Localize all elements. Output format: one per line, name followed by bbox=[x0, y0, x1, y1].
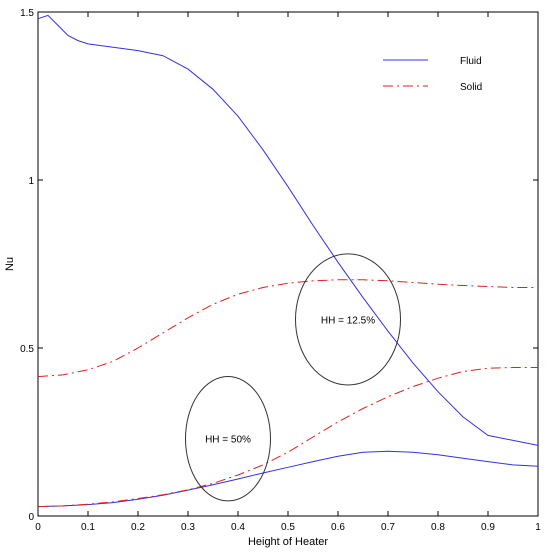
x-tick-label: 0.7 bbox=[381, 522, 395, 533]
legend: Fluid Solid bbox=[383, 56, 482, 93]
legend-label-fluid: Fluid bbox=[460, 56, 482, 67]
y-axis-label: Nu bbox=[4, 257, 16, 271]
x-tick-label: 0.5 bbox=[281, 522, 295, 533]
x-tick-label: 0.3 bbox=[181, 522, 195, 533]
x-tick-label: 0.8 bbox=[431, 522, 445, 533]
y-axis-ticks: 0 0.5 1 1.5 bbox=[20, 8, 538, 523]
x-axis-ticks: 0 0.1 0.2 0.3 0.4 0.5 0.6 0.7 0.8 0.9 1 bbox=[35, 12, 541, 533]
plot-area bbox=[37, 11, 539, 517]
series-line-fluid-hh-12-5 bbox=[37, 14, 539, 446]
y-tick-label: 0.5 bbox=[20, 344, 34, 355]
x-tick-label: 0.2 bbox=[131, 522, 145, 533]
series-line-solid-hh-50 bbox=[37, 367, 538, 508]
y-tick-label: 1.5 bbox=[20, 8, 34, 19]
x-tick-label: 0.6 bbox=[331, 522, 345, 533]
y-tick-label: 0 bbox=[28, 512, 34, 523]
x-tick-label: 0 bbox=[35, 522, 41, 533]
x-axis-label: Height of Heater bbox=[248, 536, 328, 548]
y-tick-label: 1 bbox=[28, 176, 34, 187]
x-tick-label: 0.4 bbox=[231, 522, 245, 533]
annotation-label: HH = 12.5% bbox=[321, 315, 375, 326]
annotation-ellipse bbox=[295, 253, 401, 386]
series-line-fluid-hh-50 bbox=[37, 450, 539, 508]
annotation-layer: HH = 12.5% HH = 50% bbox=[185, 253, 401, 502]
annotation-ellipse bbox=[185, 376, 271, 502]
series-layer bbox=[37, 14, 539, 508]
legend-label-solid: Solid bbox=[460, 82, 482, 93]
x-tick-label: 1 bbox=[535, 522, 541, 533]
x-tick-label: 0.1 bbox=[81, 522, 95, 533]
annotation-label: HH = 50% bbox=[205, 435, 251, 446]
x-tick-label: 0.9 bbox=[481, 522, 495, 533]
series-line-solid-hh-12-5 bbox=[37, 279, 538, 378]
